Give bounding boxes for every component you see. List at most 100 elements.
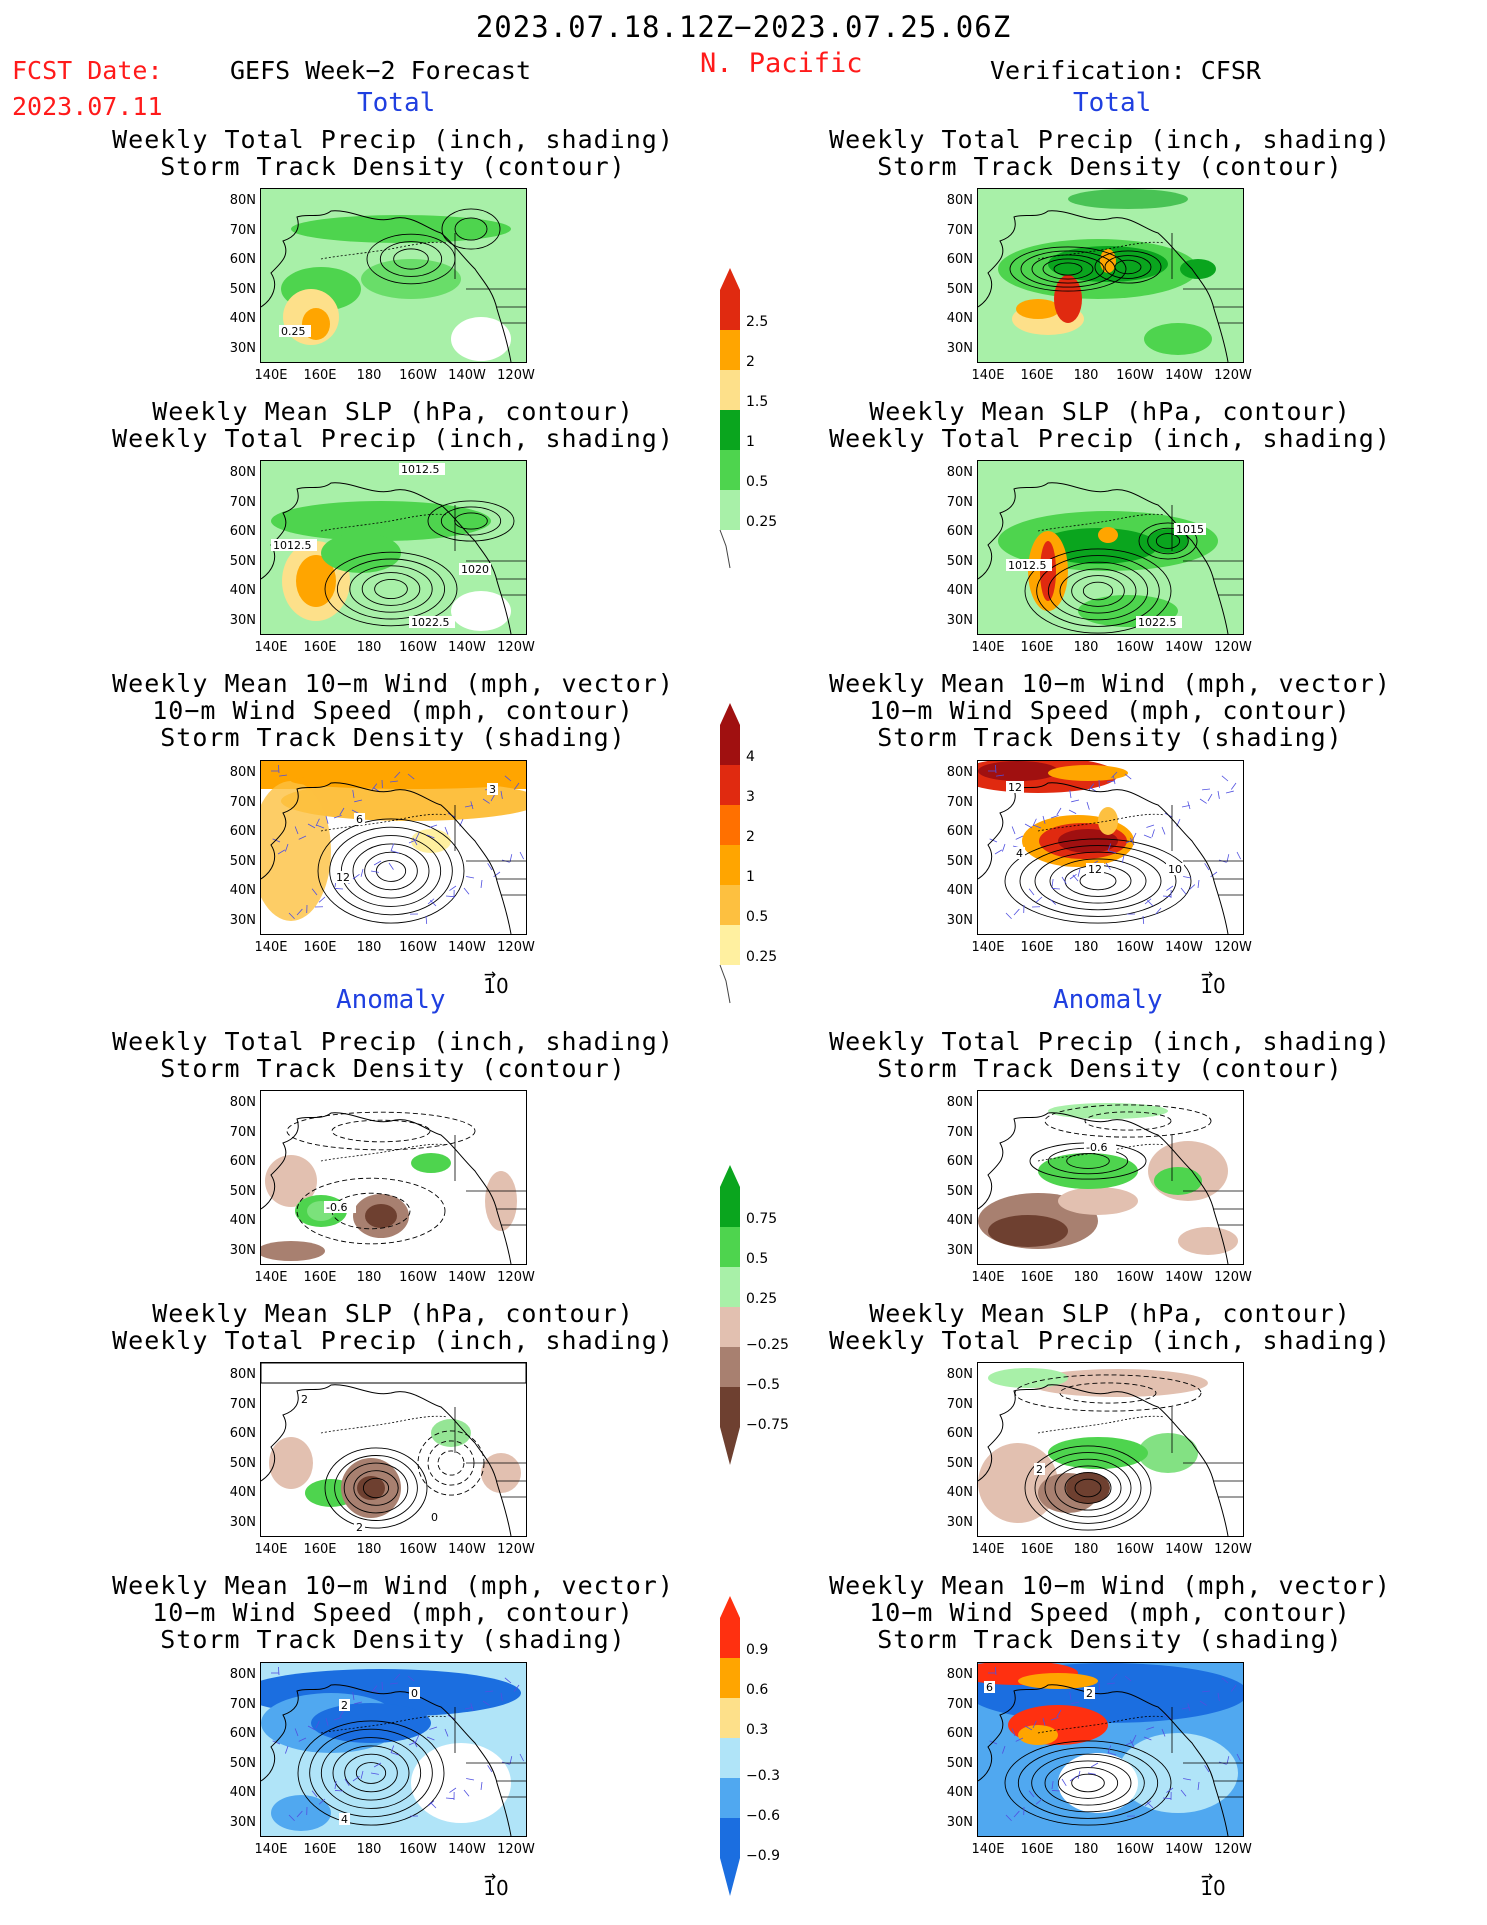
wind-speed-contour [320,1737,422,1809]
map-plot-svg: 0.25 [261,189,526,362]
contour-label-bg [1006,559,1052,571]
wind-vector [487,863,493,871]
lat-tick-label: 60N [229,524,256,539]
colorbar-svg [720,1165,740,1465]
wind-vector [1024,823,1033,829]
aleutian-chain [1037,513,1165,532]
slp-contour [374,578,408,600]
wind-vector [1050,1717,1059,1721]
wind-vector [373,1762,382,1768]
lon-tick-label: 140E [254,940,288,955]
lon-tick-label: 140W [448,640,486,655]
colorbar-track: 4 3 2 1 0.5 0.25 [718,703,798,1004]
colorbar-tick-label: −0.25 [746,1337,789,1353]
lat-tick-label: 80N [229,1095,256,1110]
lat-tick-label: 60N [946,824,973,839]
wind-vector [1146,1726,1155,1730]
wind-vector [325,1717,329,1726]
coastline [978,210,1229,362]
slp-contour [343,1462,409,1514]
wind-vector [430,900,437,907]
contour-label: 12 [1088,863,1102,876]
wind-vector [296,908,303,916]
contour-label-bg [1034,1463,1045,1475]
lat-tick-label: 40N [229,883,256,898]
border-line [1171,1135,1243,1226]
lat-tick-label: 30N [229,340,256,356]
lat-tick-label: 60N [946,252,973,267]
contour-label: 1022.5 [411,616,450,629]
wind-vector [1217,1692,1220,1701]
contour-label-bg [409,1687,420,1699]
slp-contour [361,572,421,606]
slp-contour [1034,1452,1142,1524]
title-v5: Weekly Mean SLP (hPa, contour) Weekly To… [810,1300,1410,1354]
contour-label-bg [399,463,445,475]
lon-tick-label: 120W [1214,1542,1252,1557]
lon-tick-label: 160W [1116,1842,1154,1857]
verification-title: Verification: CFSR [990,56,1261,85]
contour-label-bg [429,1511,440,1523]
contour-label-bg [1084,1687,1095,1699]
lon-tick-label: 160E [1020,1270,1054,1285]
lon-tick-label: 140E [254,1270,288,1285]
shading-blob [291,215,511,243]
lat-tick-label: 80N [946,765,973,780]
lon-tick-label: 180 [1073,640,1099,655]
wind-vector [519,1753,524,1762]
title-f6-l2: 10−m Wind Speed (mph, contour) [152,1598,634,1627]
vector-ref-arrow-icon: → [1201,961,1214,985]
wind-vector [1187,801,1191,810]
wind-vector [1107,843,1112,852]
title-v5-l1: Weekly Mean SLP (hPa, contour) [869,1299,1351,1328]
lat-tick-label: 60N [946,1154,973,1169]
shading-blob [1048,765,1128,781]
wind-vector [1166,885,1174,891]
colorbar-swatch [720,1658,740,1698]
contour-label: 6 [986,1681,993,1694]
colorbar-tick-label: 1.5 [746,394,769,410]
lon-tick-label: 160E [1020,1542,1054,1557]
lat-tick-label: 40N [946,883,973,898]
wind-vector [1071,1701,1080,1705]
storm-track-contour [454,217,488,241]
wind-vector [1197,879,1200,888]
slp-contour [1138,522,1198,560]
colorbar-tick-label: −0.6 [746,1808,780,1824]
shading-blob [1098,527,1118,543]
colorbar-swatch [720,1187,740,1227]
lon-tick-label: 140W [1165,640,1203,655]
wind-vector [412,1739,418,1748]
border-line [1171,1407,1243,1498]
wind-vector [995,764,997,774]
wind-vector [482,798,490,804]
wind-vector [1183,1778,1192,1781]
lon-tick-label: 120W [1214,1270,1252,1285]
lon-tick-label: 160W [399,1270,437,1285]
map-plot-svg: 2 [978,1363,1243,1536]
title-v2-l2: Weekly Total Precip (inch, shading) [829,424,1391,453]
storm-track-contour [1053,262,1083,276]
fcst-date-value: 2023.07.11 [12,92,163,121]
lat-tick-label: 50N [229,1183,256,1199]
wind-vector [1061,1778,1067,1786]
lat-tick-label: 60N [946,1726,973,1741]
map-forecast-wind-track: 6 12 3 [260,760,527,935]
slp-contour [324,551,458,627]
wind-vector [995,1666,997,1676]
map-verif-precip-anom: -0.6 [977,1090,1244,1265]
colorbar-svg [719,703,740,1004]
contour-label: 2 [1036,1463,1043,1476]
shading-blob [361,259,461,299]
lon-tick-label: 120W [497,1842,535,1857]
wind-vector [318,1798,326,1805]
wind-vector [1183,876,1192,879]
wind-vector [482,1700,490,1706]
lat-tick-label: 80N [946,1667,973,1682]
colorbar-swatch [720,410,740,450]
lon-tick-label: 180 [356,368,382,383]
shading-blob [1154,1167,1202,1195]
wind-vector [394,771,401,779]
wind-vector [389,1682,398,1685]
border-line [1171,805,1243,896]
